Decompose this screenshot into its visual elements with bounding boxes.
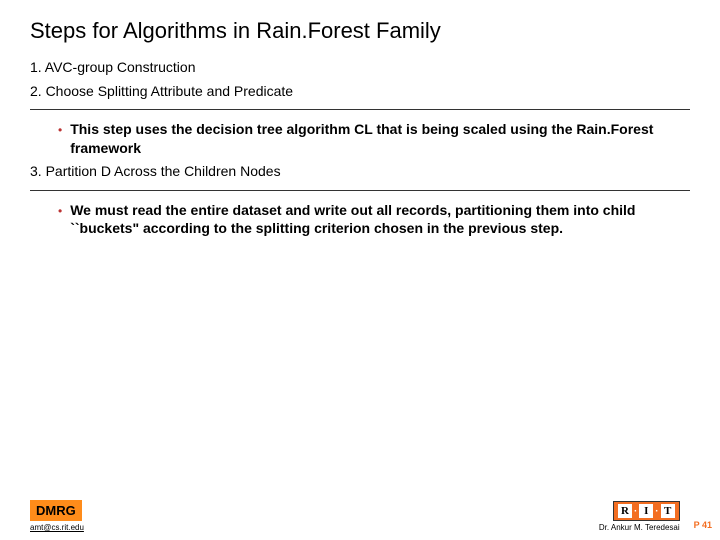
bullet-2: • We must read the entire dataset and wr… xyxy=(58,201,690,239)
rit-letter-i: I xyxy=(639,504,653,518)
dmrg-badge: DMRG xyxy=(30,500,82,521)
rit-block: R · I · T Dr. Ankur M. Teredesai xyxy=(599,501,680,532)
footer: DMRG amt@cs.rit.edu R · I · T Dr. Ankur … xyxy=(30,500,712,532)
rit-dot-icon: · xyxy=(655,506,658,517)
rit-dot-icon: · xyxy=(634,506,637,517)
bullet-2-text: We must read the entire dataset and writ… xyxy=(70,201,690,239)
rit-logo: R · I · T xyxy=(613,501,680,521)
rit-letter-r: R xyxy=(618,504,632,518)
bullet-icon: • xyxy=(58,123,62,137)
bullet-1-text: This step uses the decision tree algorit… xyxy=(70,120,690,158)
rit-letter-t: T xyxy=(661,504,675,518)
slide-content: Steps for Algorithms in Rain.Forest Fami… xyxy=(0,0,720,238)
divider-2 xyxy=(30,190,690,191)
bullet-1: • This step uses the decision tree algor… xyxy=(58,120,690,158)
bullet-icon: • xyxy=(58,204,62,218)
step-2: 2. Choose Splitting Attribute and Predic… xyxy=(30,82,690,102)
divider-1 xyxy=(30,109,690,110)
author-name: Dr. Ankur M. Teredesai xyxy=(599,523,680,532)
footer-left: DMRG amt@cs.rit.edu xyxy=(30,500,84,532)
page-number: P 41 xyxy=(694,520,712,530)
footer-email: amt@cs.rit.edu xyxy=(30,523,84,532)
step-1: 1. AVC-group Construction xyxy=(30,58,690,78)
footer-right: R · I · T Dr. Ankur M. Teredesai P 41 xyxy=(599,501,712,532)
step-3: 3. Partition D Across the Children Nodes xyxy=(30,162,690,182)
slide-title: Steps for Algorithms in Rain.Forest Fami… xyxy=(30,18,690,44)
